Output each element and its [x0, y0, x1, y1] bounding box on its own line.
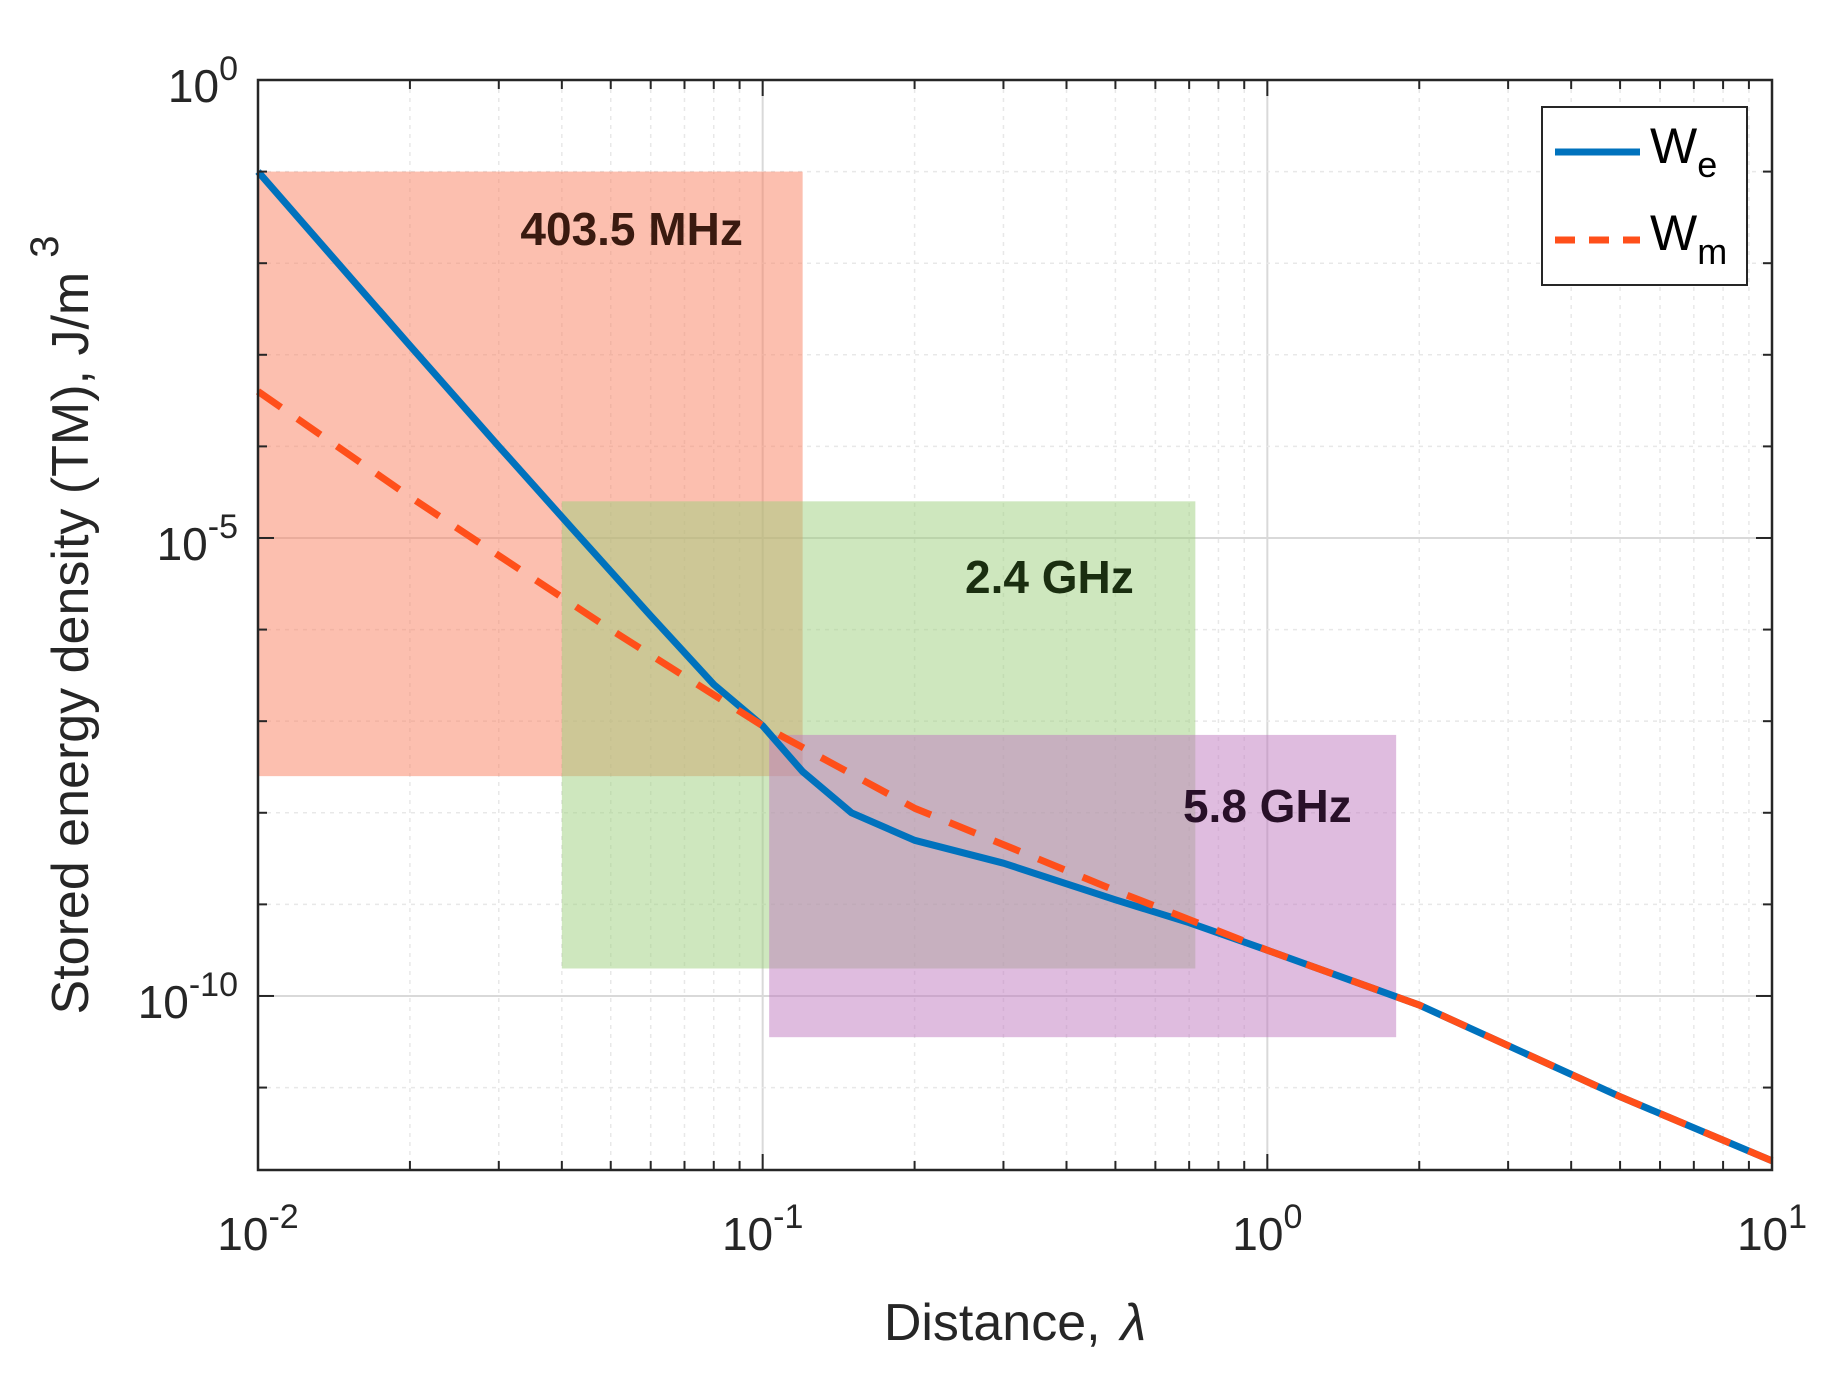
x-axis-label: Distance,	[884, 1294, 1101, 1352]
data-series	[255, 169, 1774, 1165]
x-tick-label: 10-2	[217, 1198, 298, 1260]
region-labels: 403.5 MHz 2.4 GHz 5.8 GHz	[520, 203, 1351, 832]
y-axis-title: Stored energy density (TM), J/m 3	[23, 236, 100, 1015]
region-label-0: 403.5 MHz	[520, 203, 742, 255]
y-tick-label: 10-10	[138, 966, 238, 1028]
x-tick-label: 101	[1737, 1198, 1807, 1260]
legend-box	[1541, 106, 1748, 286]
region-label-1: 2.4 GHz	[965, 551, 1134, 603]
y-tick-label: 10-5	[157, 508, 238, 570]
x-axis-title: Distance, λ	[884, 1294, 1146, 1352]
series-line-Wm	[256, 388, 1774, 1165]
y-axis-label: Stored energy density (TM), J/m	[42, 272, 100, 1015]
y-axis-superscript: 3	[23, 236, 67, 258]
x-tick-label: 100	[1232, 1198, 1302, 1260]
axes-frame	[256, 78, 1774, 1172]
tick-labels: 10-2 10-1 100 101 100 10-5 10-10	[138, 50, 1807, 1260]
legend-wm-label: Wm	[1650, 205, 1727, 272]
x-tick-label: 10-1	[722, 1198, 803, 1260]
legend: We Wm	[1541, 106, 1748, 286]
region-label-2: 5.8 GHz	[1183, 780, 1352, 832]
axes-border	[256, 78, 1774, 1172]
y-tick-label: 100	[168, 50, 238, 112]
x-axis-lambda: λ	[1118, 1294, 1147, 1352]
legend-we-label: We	[1650, 118, 1717, 185]
